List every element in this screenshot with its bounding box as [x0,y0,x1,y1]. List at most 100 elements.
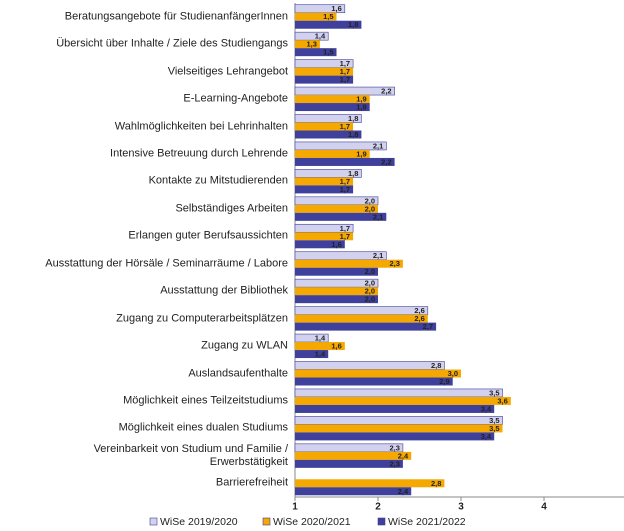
value-label: 2,0 [365,267,375,276]
value-label: 2,0 [365,196,375,205]
legend-swatch [149,517,158,526]
value-label: 3,5 [489,388,499,397]
value-label: 1,8 [348,169,358,178]
value-label: 1,7 [340,232,350,241]
value-label: 2,8 [431,479,441,488]
bar [295,295,378,304]
bar [295,451,412,460]
value-label: 1,7 [340,177,350,186]
bar [295,177,354,186]
bar [295,479,445,488]
bar [295,287,378,296]
category-label: Ausstattung der Bibliothek [160,284,288,297]
value-label: 2,0 [365,204,375,213]
bar [294,86,395,96]
bar [295,377,453,386]
value-label: 2,2 [381,87,391,96]
value-label: 1,9 [356,103,366,112]
bar [294,443,404,453]
value-label: 1,9 [356,149,366,158]
value-label: 2,3 [389,259,399,268]
category-label: E-Learning-Angebote [183,92,288,105]
bar [295,212,387,221]
category-label: Barrierefreiheit [215,476,288,489]
bar [295,95,370,104]
bar [295,459,403,468]
value-label: 1,9 [356,95,366,104]
value-label: 2,0 [365,295,375,304]
bar [295,322,437,331]
bar [295,432,495,441]
bar [295,204,378,213]
category-label: Möglichkeit eines Teilzeitstudiums [123,394,288,407]
legend-label: WiSe 2021/2022 [388,516,466,528]
category-label: Auslandsaufenthalte [188,367,288,379]
legend-swatch [262,517,271,526]
category-label: Zugang zu WLAN [201,339,288,352]
bar [295,103,370,112]
bar [294,306,429,315]
bar [294,361,445,370]
value-label: 1,4 [315,334,326,343]
bar [295,67,354,76]
value-label: 1,7 [340,75,350,84]
category-label: Vielseitiges Lehrangebot [167,65,288,78]
value-label: 2,6 [414,314,424,323]
value-label: 1,8 [348,20,358,29]
value-label: 3,4 [481,404,492,413]
category-label: Beratungsangebote für StudienanfängerInn… [64,10,288,23]
bar [295,424,503,433]
x-tick-label: 1 [292,502,298,513]
value-label: 2,0 [365,287,375,296]
value-label: 2,1 [373,212,383,221]
bar [295,259,403,268]
value-label: 2,1 [373,141,383,150]
value-label: 2,4 [398,451,409,460]
legend-label: WiSe 2019/2020 [160,516,238,528]
value-label: 1,6 [331,4,341,13]
bar [295,342,345,351]
value-label: 3,4 [481,432,492,441]
category-label: Übersicht über Inhalte / Ziele des Studi… [56,37,288,50]
x-tick-label: 4 [541,502,547,513]
bar [295,240,345,249]
bar [295,350,329,359]
bar [294,416,503,425]
value-label: 2,0 [365,279,375,288]
legend-swatch [377,517,386,526]
category-label: Erlangen guter Berufsaussichten [128,229,288,242]
value-label: 1,6 [331,240,341,249]
bar [295,130,362,139]
value-label: 1,4 [315,32,326,41]
value-label: 2,6 [414,306,424,315]
value-label: 2,3 [389,459,399,468]
value-label: 1,5 [323,12,333,21]
value-label: 3,5 [489,416,499,425]
bar [295,40,320,49]
value-label: 2,4 [398,487,409,496]
x-tick-label: 3 [458,502,464,513]
category-label: Selbständiges Arbeiten [175,202,288,215]
value-label: 1,8 [348,114,358,123]
value-label: 1,7 [340,59,350,68]
bar [295,404,495,413]
category-label: Intensive Betreuung durch Lehrende [110,147,288,160]
legend-label: WiSe 2020/2021 [273,516,351,528]
bar [295,232,354,241]
x-tick-label: 2 [375,502,381,513]
category-label: Möglichkeit eines dualen Studiums [118,421,288,434]
value-label: 2,8 [431,361,441,370]
value-label: 2,7 [423,322,433,331]
value-label: 1,3 [306,40,316,49]
category-label: Kontakte zu Mitstudierenden [148,174,288,187]
category-label: Vereinbarkeit von Studium und Familie / … [93,442,288,468]
value-label: 1,7 [340,122,350,131]
value-label: 1,8 [348,130,358,139]
bar [295,12,337,21]
bar [295,314,428,323]
bar [295,75,354,84]
value-label: 2,9 [439,377,449,386]
value-label: 1,5 [323,48,333,57]
